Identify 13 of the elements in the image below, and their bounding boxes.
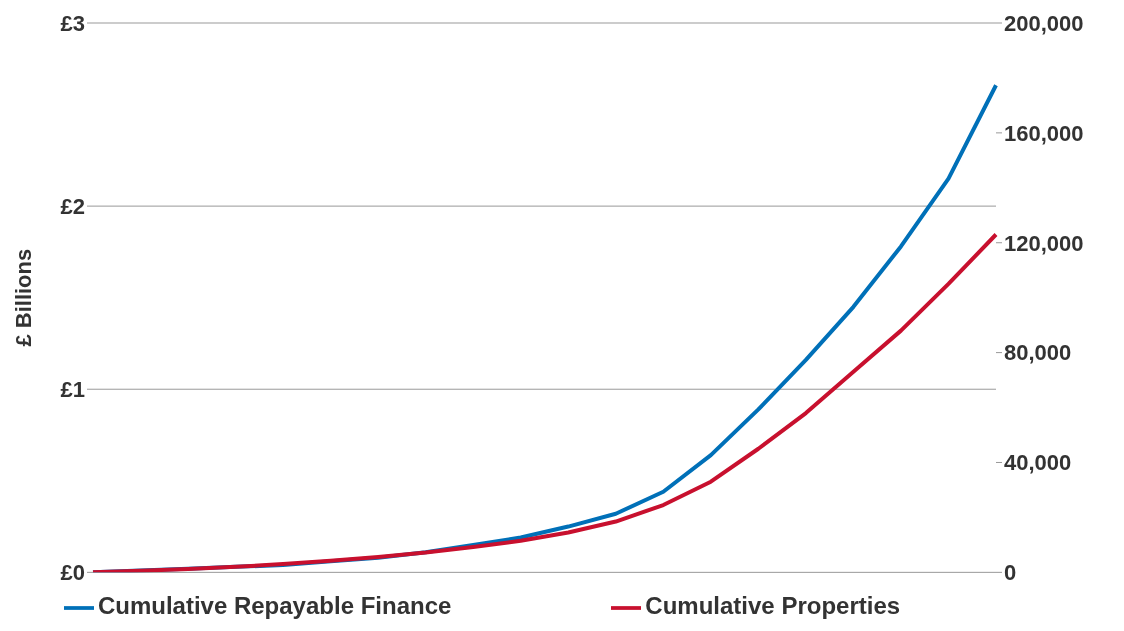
y-axis-title: £ Billions bbox=[10, 248, 36, 347]
y2-tick-label: 160,000 bbox=[1004, 120, 1084, 146]
y2-tick-label: 120,000 bbox=[1004, 230, 1084, 256]
y-tick-label: £3 bbox=[60, 10, 85, 36]
y2-tick-label: 80,000 bbox=[1004, 340, 1072, 366]
y-tick-label: £0 bbox=[60, 560, 85, 586]
legend-label: Cumulative Repayable Finance bbox=[97, 592, 452, 620]
y-tick-label: £2 bbox=[60, 193, 85, 219]
legend-label: Cumulative Properties bbox=[645, 592, 901, 620]
y-tick-label: £1 bbox=[60, 377, 85, 403]
y2-tick-label: 0 bbox=[1004, 560, 1017, 586]
y2-tick-label: 40,000 bbox=[1004, 450, 1072, 476]
y2-tick-label: 200,000 bbox=[1004, 10, 1084, 36]
